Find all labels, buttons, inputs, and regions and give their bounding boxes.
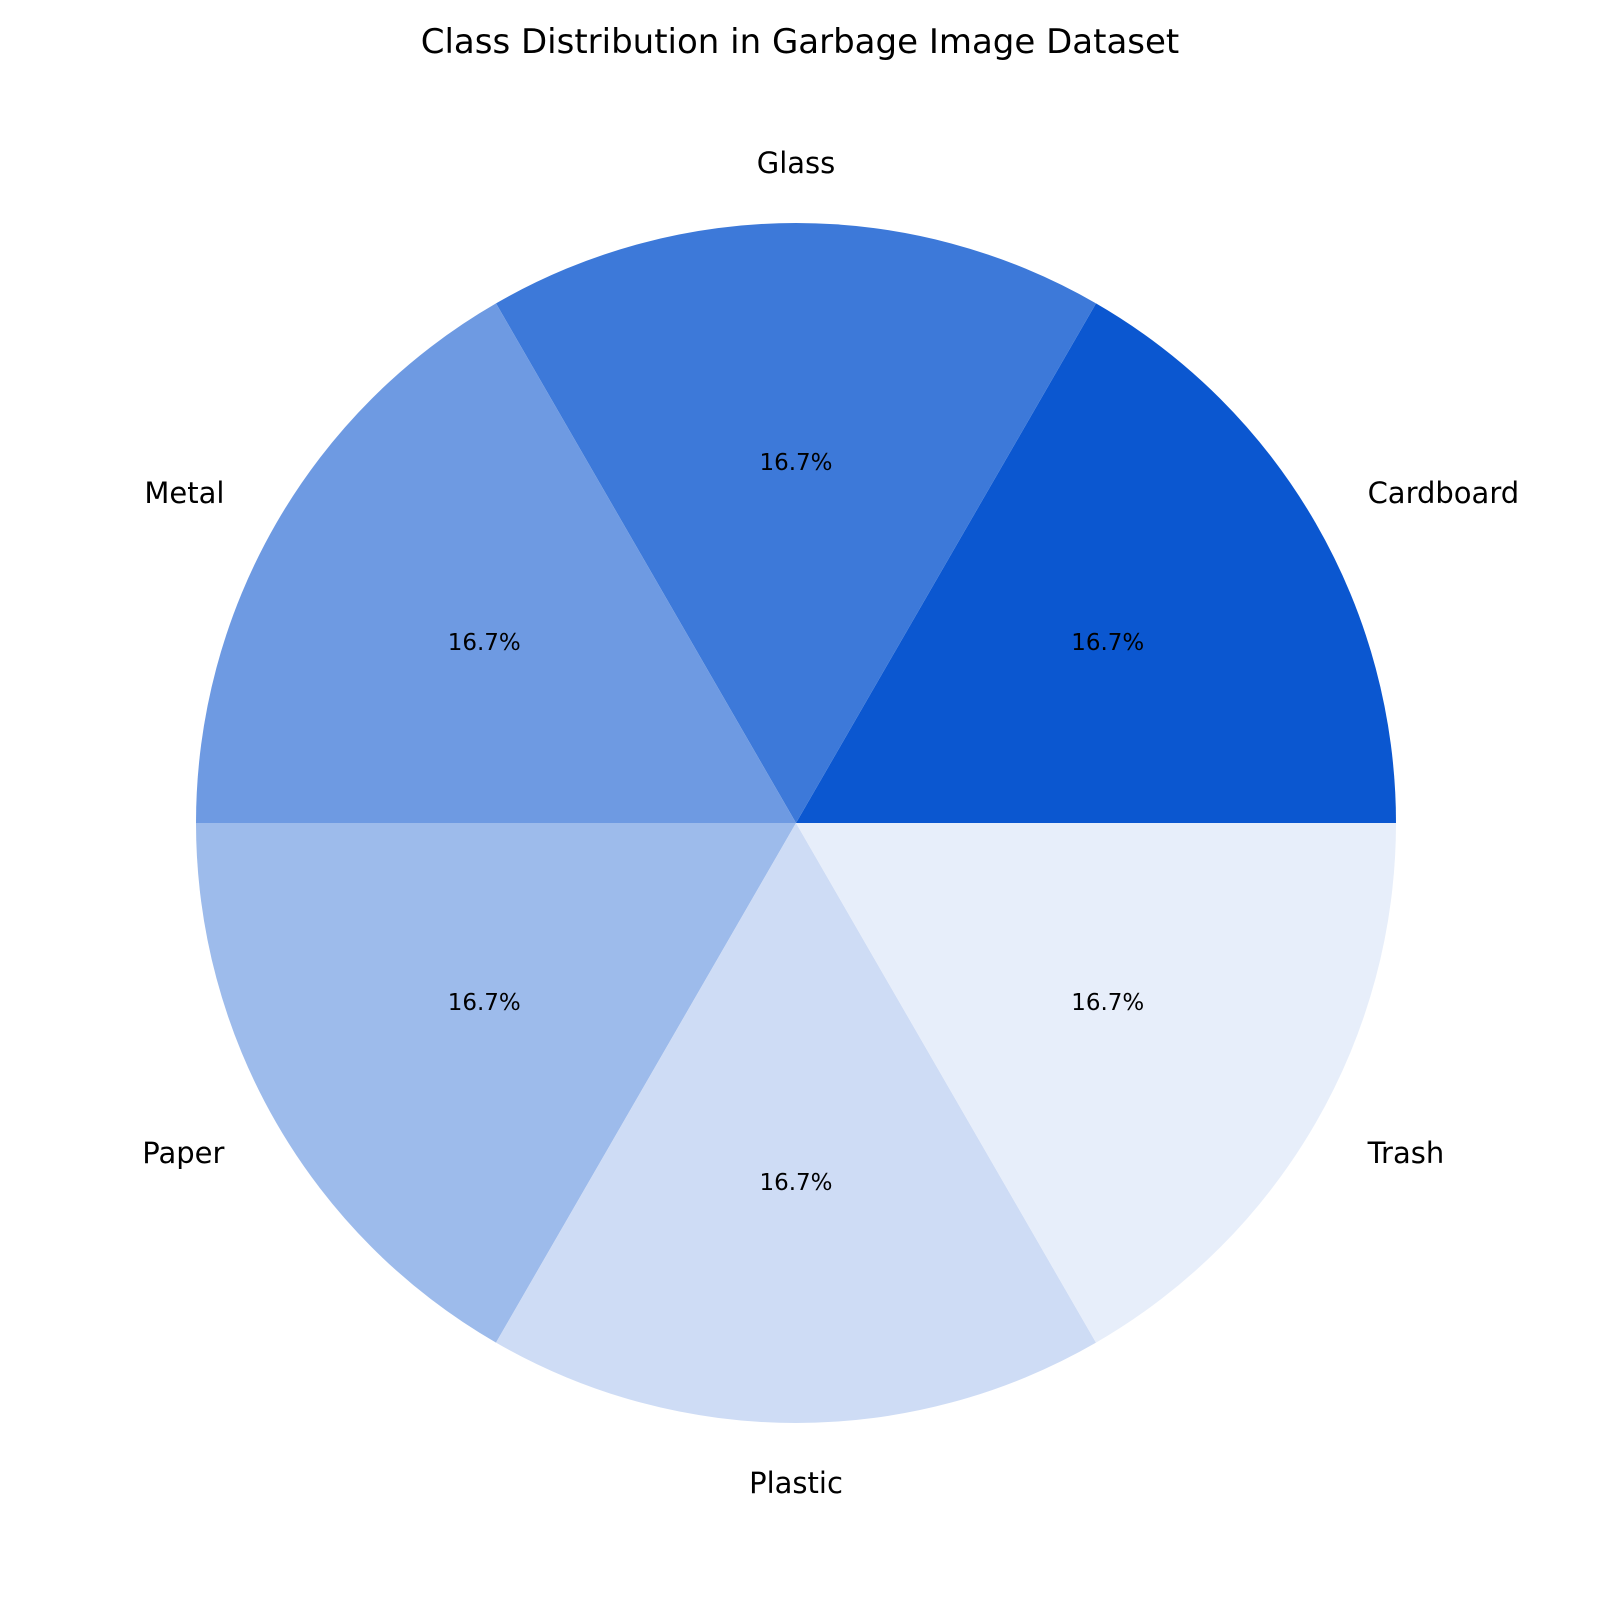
slices-layer: [196, 222, 1396, 1423]
pct-label-glass: 16.7%: [759, 450, 832, 476]
category-label-plastic: Plastic: [749, 1466, 843, 1500]
pie-slice-paper: [196, 823, 796, 1343]
category-label-paper: Paper: [142, 1136, 224, 1170]
pct-label-cardboard: 16.7%: [1071, 630, 1144, 656]
category-label-metal: Metal: [144, 476, 224, 510]
pie-slice-trash: [796, 823, 1396, 1343]
chart-title: Class Distribution in Garbage Image Data…: [420, 22, 1180, 62]
labels-layer: 16.7% Cardboard 16.7% Glass 16.7% Metal 16.7% P…: [142, 146, 1519, 1500]
category-label-glass: Glass: [757, 146, 836, 180]
category-label-cardboard: Cardboard: [1368, 476, 1520, 510]
pct-label-trash: 16.7%: [1071, 990, 1144, 1016]
pie-slice-plastic: [496, 823, 1096, 1423]
pie-slice-glass: [496, 222, 1096, 823]
pie-slice-metal: [196, 303, 796, 823]
pie-slice-cardboard: [796, 303, 1396, 823]
pct-label-metal: 16.7%: [448, 630, 521, 656]
pct-label-paper: 16.7%: [448, 990, 521, 1016]
category-label-trash: Trash: [1367, 1136, 1445, 1170]
pct-label-plastic: 16.7%: [759, 1170, 832, 1196]
